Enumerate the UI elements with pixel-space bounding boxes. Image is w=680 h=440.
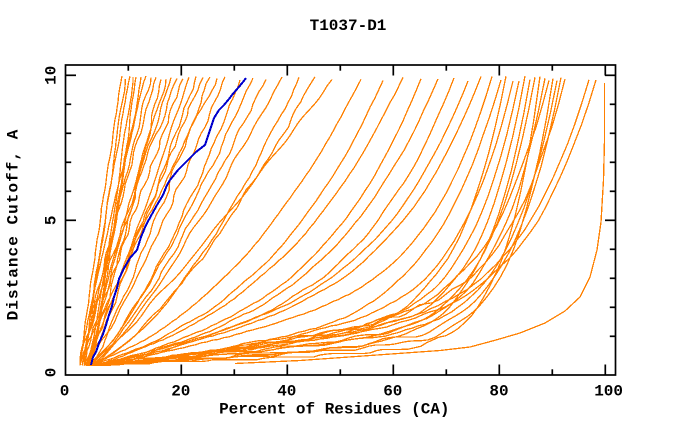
svg-text:Distance Cutoff, A: Distance Cutoff, A <box>5 129 23 321</box>
svg-text:Percent of Residues (CA): Percent of Residues (CA) <box>219 401 449 419</box>
svg-text:20: 20 <box>171 383 190 401</box>
svg-text:80: 80 <box>489 383 508 401</box>
svg-text:60: 60 <box>383 383 402 401</box>
svg-text:5: 5 <box>43 215 61 225</box>
svg-text:40: 40 <box>277 383 296 401</box>
svg-text:10: 10 <box>43 66 61 85</box>
svg-text:100: 100 <box>594 383 623 401</box>
svg-text:T1037-D1: T1037-D1 <box>310 17 387 35</box>
svg-text:0: 0 <box>43 368 61 378</box>
svg-text:0: 0 <box>60 383 70 401</box>
